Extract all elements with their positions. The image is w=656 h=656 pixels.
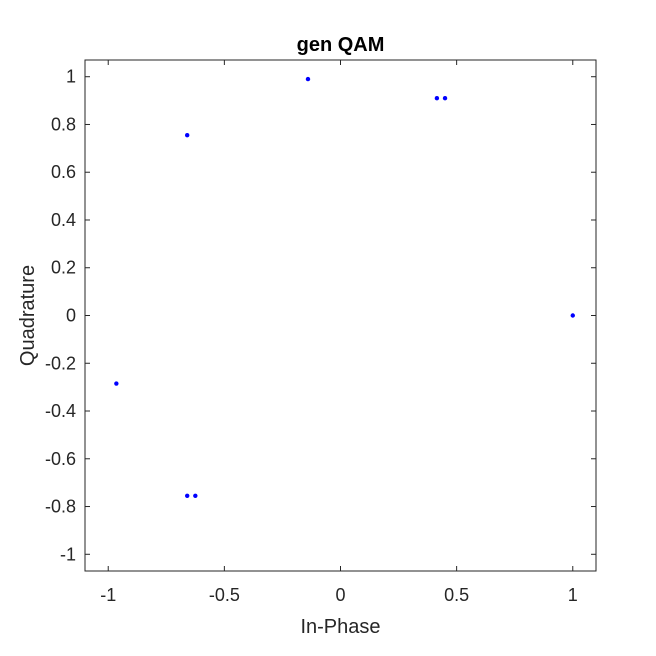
y-tick-label: 1 — [66, 67, 76, 87]
y-axis-label: Quadrature — [17, 265, 39, 366]
y-tick-label: 0.8 — [51, 114, 76, 134]
x-tick-labels: -1 -0.5 0 0.5 1 — [100, 585, 578, 605]
data-point — [185, 133, 190, 138]
y-tick-label: -0.2 — [45, 353, 76, 373]
data-point — [114, 381, 119, 386]
data-point — [185, 493, 190, 498]
x-tick-label: 1 — [568, 585, 578, 605]
data-point — [305, 76, 311, 82]
y-tick-label: 0.6 — [51, 162, 76, 182]
x-tick-label: -0.5 — [209, 585, 240, 605]
y-tick-labels: -1 -0.8 -0.6 -0.4 -0.2 0 0.2 0.4 0.6 0.8 1 — [45, 67, 76, 565]
y-tick-label: 0 — [66, 306, 76, 326]
x-tick-label: 0.5 — [444, 585, 469, 605]
x-axis-label: In-Phase — [300, 616, 380, 638]
y-tick-label: 0.2 — [51, 258, 76, 278]
data-points — [114, 76, 575, 498]
chart-title: gen QAM — [297, 34, 385, 56]
axes-box — [84, 59, 597, 572]
x-tick-label: 0 — [335, 585, 345, 605]
y-tick-label: -0.4 — [45, 401, 76, 421]
axis-ticks — [85, 60, 596, 571]
y-tick-label: -0.8 — [45, 497, 76, 517]
y-tick-label: 0.4 — [51, 210, 76, 230]
x-tick-label: -1 — [100, 585, 116, 605]
data-point — [193, 493, 198, 498]
data-point — [434, 96, 440, 101]
y-tick-label: -1 — [60, 544, 76, 564]
data-point — [442, 96, 448, 101]
data-point — [570, 313, 575, 318]
y-tick-label: -0.6 — [45, 449, 76, 469]
